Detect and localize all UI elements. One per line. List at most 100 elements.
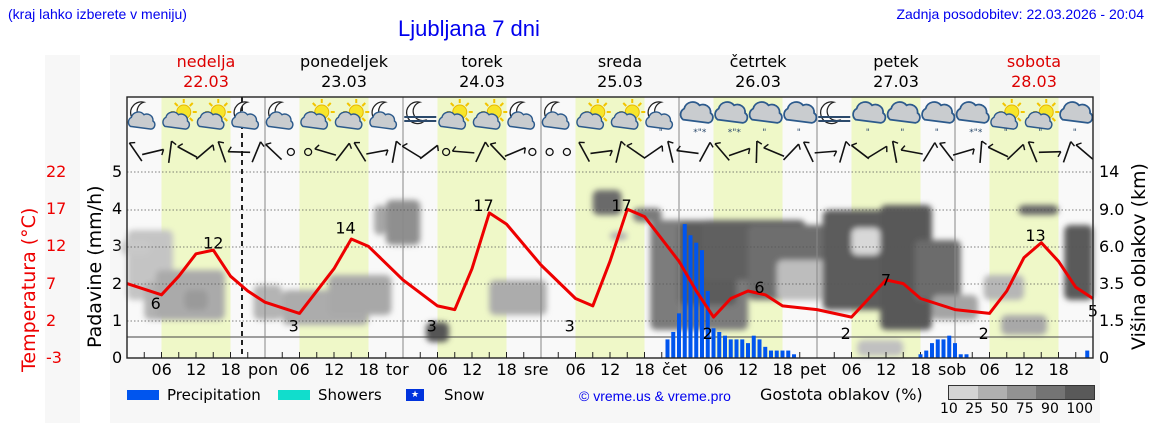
x-tick-label: 18: [634, 360, 655, 379]
svg-text:12: 12: [203, 233, 223, 252]
day-name: sreda: [597, 52, 643, 71]
x-tick-label: 18: [358, 360, 379, 379]
tick-label: 12: [46, 236, 67, 256]
svg-text:6: 6: [151, 294, 161, 313]
x-tick-label: 12: [186, 360, 207, 379]
svg-text:": ": [900, 128, 904, 138]
svg-text:3: 3: [427, 316, 437, 335]
svg-text:": ": [1073, 128, 1077, 138]
x-tick-label: 06: [289, 360, 310, 379]
x-tick-label: čet: [662, 360, 687, 379]
x-tick-label: 18: [220, 360, 241, 379]
cloud-density-scale-labels: 10 25 50 75 90 100: [940, 401, 1094, 417]
x-tick-label: 06: [427, 360, 448, 379]
tick-label: 1.5: [1099, 311, 1125, 330]
x-tick-label: sre: [524, 360, 549, 379]
copyright-link[interactable]: © vreme.us & vreme.pro: [579, 388, 731, 404]
tick-label: -3: [46, 348, 62, 367]
tick-label: 0: [112, 348, 123, 367]
svg-text:*"*: *"*: [728, 128, 742, 138]
day-name: ponedeljek: [300, 52, 388, 71]
x-tick-label: sob: [938, 360, 967, 379]
x-tick-label: 12: [738, 360, 759, 379]
snow-star-icon: ★: [406, 389, 424, 401]
x-tick-label: tor: [386, 360, 409, 379]
tick-label: 0: [1099, 348, 1110, 367]
day-header-3: sreda 25.03: [551, 52, 689, 92]
x-tick-label: pon: [248, 360, 279, 379]
svg-text:17: 17: [611, 196, 631, 215]
svg-text:2: 2: [841, 324, 851, 343]
menu-hint: (kraj lahko izberete v meniju): [8, 6, 187, 22]
day-name: nedelja: [176, 52, 236, 71]
x-tick-label: 12: [600, 360, 621, 379]
left-axis-panel: [45, 55, 80, 423]
x-tick-label: 06: [151, 360, 172, 379]
cloud-density-scale: [948, 385, 1095, 400]
x-tick-label: 18: [496, 360, 517, 379]
svg-text:*"*: *"*: [693, 128, 707, 138]
x-tick-label: 06: [841, 360, 862, 379]
x-tick-label: 18: [1048, 360, 1069, 379]
svg-text:": ": [762, 128, 766, 138]
x-tick-label: 18: [910, 360, 931, 379]
day-name: četrtek: [729, 52, 787, 71]
precipitation-swatch: [127, 390, 159, 400]
svg-text:": ": [1004, 128, 1008, 138]
svg-text:2: 2: [703, 324, 713, 343]
tick-label: 2: [112, 273, 123, 293]
svg-text:7: 7: [881, 271, 891, 290]
day-name: torek: [461, 52, 503, 71]
day-name: sobota: [1006, 52, 1062, 71]
day-header-6: sobota 28.03: [965, 52, 1103, 92]
x-tick-label: 12: [462, 360, 483, 379]
x-tick-label: pet: [800, 360, 827, 379]
tick-label: 3.5: [1099, 274, 1125, 293]
tick-label: 17: [46, 199, 67, 219]
svg-text:": ": [935, 128, 939, 138]
tick-label: 3: [112, 236, 123, 256]
tick-label: 22: [46, 162, 67, 181]
day-date: 27.03: [873, 72, 919, 91]
showers-label: Showers: [318, 386, 382, 404]
legend-snow: ★ Snow: [406, 386, 484, 404]
tick-label: 14: [1099, 162, 1120, 181]
legend-precipitation: Precipitation: [127, 386, 261, 404]
tick-label: 7: [46, 273, 57, 293]
tick-label: 5: [112, 162, 123, 181]
svg-text:13: 13: [1025, 226, 1045, 245]
tick-label: 9.0: [1099, 200, 1125, 219]
svg-text:17: 17: [473, 196, 493, 215]
svg-text:2: 2: [979, 324, 989, 343]
tick-label: 4: [112, 199, 123, 219]
day-date: 25.03: [597, 72, 643, 91]
svg-text:3: 3: [289, 316, 299, 335]
x-tick-label: 12: [1014, 360, 1035, 379]
day-header-4: četrtek 26.03: [689, 52, 827, 92]
day-header-2: torek 24.03: [413, 52, 551, 92]
day-header-1: ponedeljek 23.03: [275, 52, 413, 92]
day-header-0: nedelja 22.03: [137, 52, 275, 92]
svg-text:3: 3: [565, 316, 575, 335]
legend-showers: Showers: [278, 386, 382, 404]
showers-swatch: [278, 390, 310, 400]
svg-text:14: 14: [335, 219, 355, 238]
page-title: Ljubljana 7 dni: [398, 16, 540, 41]
tick-label: 1: [112, 310, 123, 330]
day-name: petek: [873, 52, 919, 71]
x-tick-label: 12: [324, 360, 345, 379]
day-date: 22.03: [183, 72, 229, 91]
day-date: 26.03: [735, 72, 781, 91]
x-tick-label: 06: [565, 360, 586, 379]
svg-text:": ": [797, 128, 801, 138]
day-header-5: petek 27.03: [827, 52, 965, 92]
day-date: 28.03: [1011, 72, 1057, 91]
day-date: 23.03: [321, 72, 367, 91]
last-update: Zadnja posodobitev: 22.03.2026 - 20:04: [896, 6, 1144, 22]
svg-text:6: 6: [754, 278, 764, 297]
precipitation-label: Precipitation: [167, 386, 261, 404]
tick-label: 6.0: [1099, 237, 1125, 256]
snow-label: Snow: [444, 386, 485, 404]
cloud-density-label: Gostota oblakov (%): [760, 385, 923, 404]
